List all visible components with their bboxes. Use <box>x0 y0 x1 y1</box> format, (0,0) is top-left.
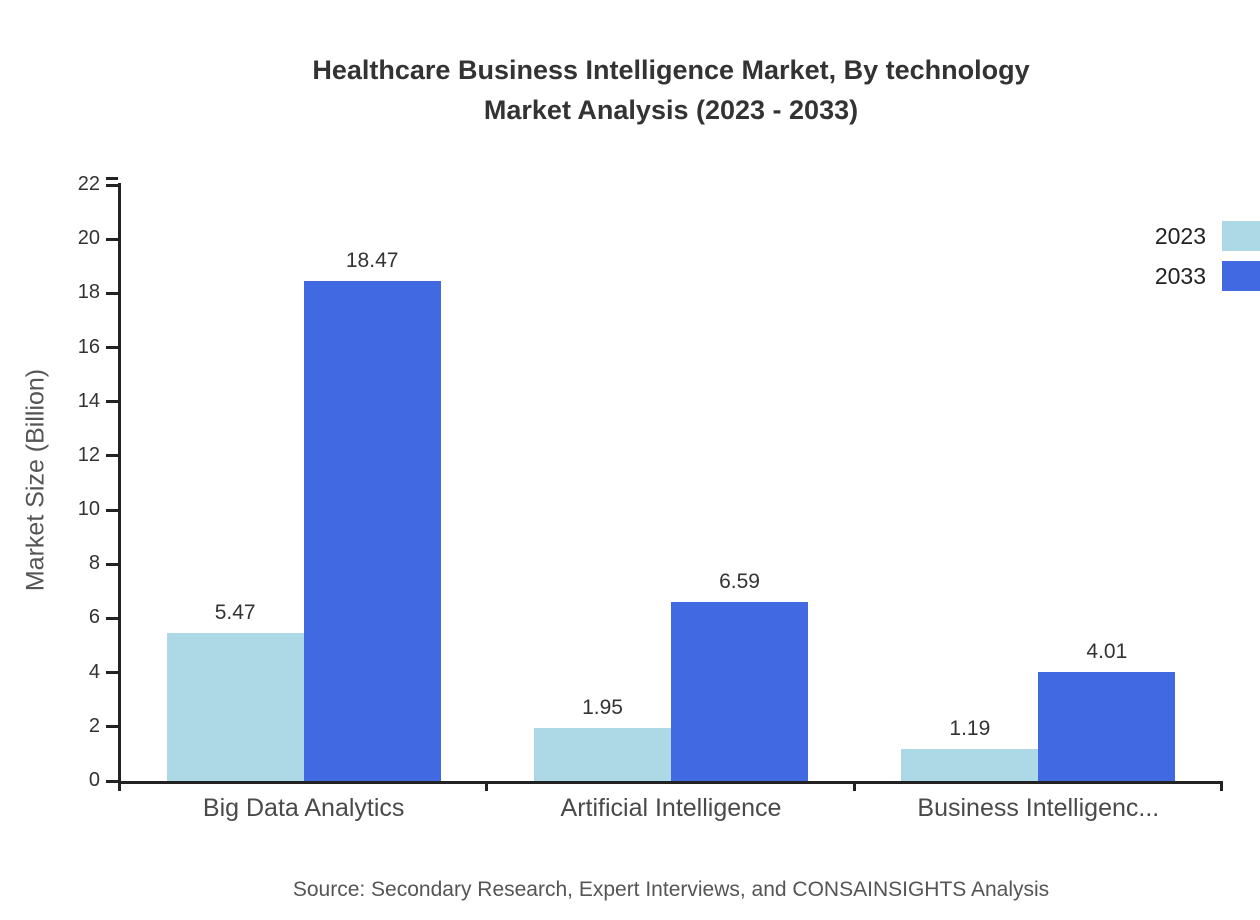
y-axis-title: Market Size (Billion) <box>21 368 50 592</box>
bar-2023-business-intelligenc <box>901 748 1039 781</box>
y-tick-mark-8 <box>106 562 118 566</box>
y-tick-mark-0 <box>106 779 118 783</box>
y-tick-label-12: 12 <box>77 443 100 466</box>
y-tick-mark-22 <box>106 183 118 187</box>
y-tick-mark-20 <box>106 237 118 241</box>
legend-item-2023[interactable]: 2023 <box>1155 221 1260 251</box>
value-label-2023-artificial-intelligence: 1.95 <box>582 696 623 720</box>
chart-title-line2: Market Analysis (2023 - 2033) <box>483 95 859 125</box>
y-tick-mark-16 <box>106 346 118 350</box>
y-tick-label-22: 22 <box>77 173 100 195</box>
y-tick-label-0: 0 <box>88 769 100 791</box>
value-label-2033-business-intelligenc: 4.01 <box>1086 640 1128 664</box>
bar-2023-big-data-analytics <box>166 632 304 781</box>
y-tick-label-10: 10 <box>77 498 100 521</box>
value-label-2023-business-intelligenc: 1.19 <box>949 716 991 740</box>
legend-label-2023: 2023 <box>1154 222 1206 249</box>
x-tick-mark-2 <box>852 781 856 791</box>
bar-2033-artificial-intelligence <box>671 602 808 781</box>
y-axis-endcap <box>106 177 118 180</box>
y-axis-line <box>118 183 121 784</box>
y-tick-label-8: 8 <box>88 552 100 575</box>
x-tick-mark-0 <box>118 781 121 791</box>
y-tick-mark-18 <box>106 291 118 295</box>
bar-2033-business-intelligenc <box>1038 672 1176 781</box>
legend: 2023 2033 <box>1155 221 1260 291</box>
y-tick-label-20: 20 <box>77 227 100 250</box>
legend-swatch-2023 <box>1222 221 1260 251</box>
y-tick-mark-12 <box>106 454 118 458</box>
y-tick-mark-6 <box>106 616 118 620</box>
y-tick-mark-2 <box>106 725 118 729</box>
category-label-artificial-intelligence: Artificial Intelligence <box>560 794 782 822</box>
bar-2023-artificial-intelligence <box>534 728 671 781</box>
legend-item-2033[interactable]: 2033 <box>1155 261 1260 291</box>
chart-title-line1: Healthcare Business Intelligence Market,… <box>312 55 1030 85</box>
source-line: Source: Secondary Research, Expert Inter… <box>292 878 1050 901</box>
x-tick-mark-1 <box>485 781 489 791</box>
y-tick-mark-4 <box>106 671 118 675</box>
legend-swatch-2033 <box>1222 261 1260 291</box>
y-tick-label-4: 4 <box>88 660 100 683</box>
bar-2033-big-data-analytics <box>303 280 441 781</box>
y-tick-label-2: 2 <box>88 714 100 737</box>
y-tick-label-16: 16 <box>77 335 100 358</box>
y-tick-mark-10 <box>106 508 118 512</box>
y-tick-label-18: 18 <box>77 281 100 304</box>
legend-label-2033: 2033 <box>1154 262 1206 289</box>
category-label-big-data-analytics: Big Data Analytics <box>202 794 405 822</box>
y-tick-label-14: 14 <box>77 389 100 412</box>
value-label-2033-artificial-intelligence: 6.59 <box>719 570 760 594</box>
x-tick-mark-3 <box>1220 781 1223 791</box>
x-axis-line <box>118 781 1222 784</box>
value-label-2023-big-data-analytics: 5.47 <box>214 600 256 624</box>
y-tick-label-6: 6 <box>88 606 100 629</box>
y-tick-mark-14 <box>106 400 118 404</box>
category-label-business-intelligenc: Business Intelligenc... <box>917 794 1160 822</box>
chart-title: Healthcare Business Intelligence Market,… <box>120 50 1222 130</box>
value-label-2033-big-data-analytics: 18.47 <box>345 248 399 272</box>
